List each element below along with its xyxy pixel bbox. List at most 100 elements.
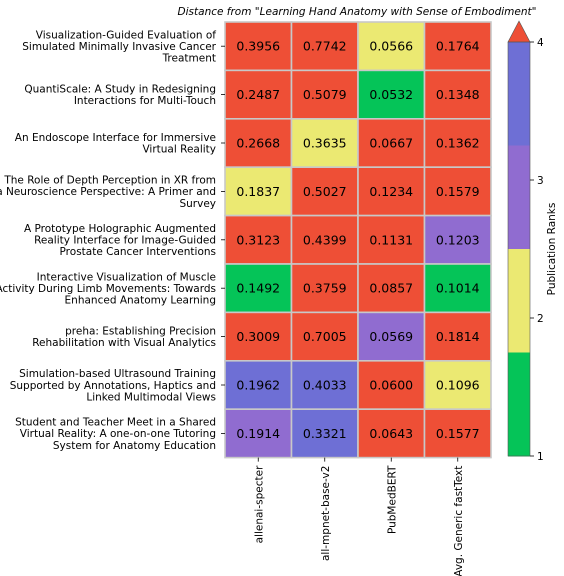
colorbar-tick-label: 1 (537, 451, 544, 463)
cell-value-label: 0.0667 (369, 136, 413, 151)
heatmap-cell (290, 69, 359, 120)
row-label-line: Supported by Annotations, Haptics and (10, 380, 216, 392)
row-label-line: A Prototype Holographic Augmented (24, 223, 216, 235)
row-label: Simulation-based Ultrasound Training Supp… (10, 368, 216, 403)
heatmap-cell (357, 359, 426, 410)
column-label: allenai-specter (253, 465, 265, 543)
heatmap-cell (423, 311, 492, 362)
colorbar-segment (508, 42, 530, 146)
heatmap-cell (357, 311, 426, 362)
row-label-line: Linked Multimodal Views (86, 391, 216, 403)
row-label-line: Interactive Visualization of Muscle (37, 271, 216, 283)
colorbar-segment (508, 352, 530, 457)
row-label-line: preha: Establishing Precision (65, 326, 216, 338)
cell-value-label: 0.1234 (369, 184, 413, 199)
row-label-line: The Role of Depth Perception in XR from (3, 175, 216, 187)
row-label: QuantiScale: A Study in Redesigning Inter… (24, 84, 216, 108)
row-label-line: Survey (179, 198, 216, 210)
cell-value-label: 0.1131 (369, 232, 413, 247)
colorbar-segment (508, 145, 530, 250)
heatmap-cell (423, 21, 492, 72)
cell-value-label: 0.4399 (303, 232, 347, 247)
cell-value-label: 0.3123 (236, 232, 280, 247)
cell-value-label: 0.1764 (436, 39, 480, 54)
colorbar-outline (507, 41, 531, 457)
cell-value-label: 0.3321 (303, 426, 347, 441)
cell-value-label: 0.0643 (369, 426, 413, 441)
cell-value-label: 0.1203 (436, 232, 480, 247)
cell-value-label: 0.7742 (303, 39, 347, 54)
row-label-line: a Neuroscience Perspective: A Primer and (0, 186, 216, 198)
row-label: Student and Teacher Meet in a Shared Virt… (15, 417, 216, 452)
row-label-line: Virtual Reality (142, 144, 216, 156)
row-label-line: Visualization-Guided Evaluation of (36, 29, 216, 41)
cell-value-label: 0.1014 (436, 281, 480, 296)
heatmap-cell (290, 21, 359, 72)
cell-value-label: 0.4033 (303, 378, 347, 393)
heatmap-cell (423, 214, 492, 265)
heatmap-cell (423, 263, 492, 314)
cell-value-label: 0.3009 (236, 329, 280, 344)
row-label-line: Rehabilitation with Visual Analytics (32, 337, 216, 349)
colorbar: 1 2 3 4 Publication Ranks (507, 20, 558, 463)
row-label-line: Prostate Cancer Interventions (60, 246, 216, 258)
row-label: preha: Establishing Precision Rehabilitat… (32, 326, 216, 350)
cell-value-label: 0.3956 (236, 39, 280, 54)
cell-value-label: 0.0566 (369, 39, 413, 54)
cell-value-label: 0.0857 (369, 281, 413, 296)
cell-value-label: 0.1837 (236, 184, 280, 199)
row-label-line: Treatment (162, 53, 216, 65)
cell-value-label: 0.1914 (236, 426, 280, 441)
chart-title: Distance from "Learning Hand Anatomy wit… (178, 6, 537, 18)
row-label-line: Enhanced Anatomy Learning (65, 295, 216, 307)
heatmap-cell (423, 166, 492, 217)
cell-value-label: 0.5027 (303, 184, 347, 199)
row-label-line: Simulated Minimally Invasive Cancer (22, 41, 216, 53)
colorbar-extension (507, 20, 531, 43)
colorbar-tick-label: 2 (537, 313, 544, 325)
colorbar-label: Publication Ranks (546, 203, 558, 296)
cell-value-label: 0.5079 (303, 87, 347, 102)
row-label-line: Activity During Limb Movements: Towards (0, 283, 216, 295)
cell-value-label: 0.1962 (236, 378, 280, 393)
colorbar-tick-label: 4 (537, 37, 544, 49)
heatmap-cell (423, 69, 492, 120)
cell-value-label: 0.0569 (369, 329, 413, 344)
heatmap-cell (357, 214, 426, 265)
colorbar-tick-label: 3 (537, 175, 544, 187)
row-label-line: Virtual Reality: A one-on-one Tutoring (20, 428, 216, 440)
heatmap-cell (290, 214, 359, 265)
column-label: all-mpnet-base-v2 (320, 466, 332, 561)
row-label-line: System for Anatomy Education (53, 440, 216, 452)
row-label: Visualization-Guided Evaluation of Simula… (22, 29, 216, 64)
row-label: An Endoscope Interface for Immersive Virt… (15, 132, 216, 156)
cell-value-label: 0.7005 (303, 329, 347, 344)
cell-value-label: 0.2487 (236, 87, 280, 102)
row-label-line: Interactions for Multi-Touch (74, 95, 216, 107)
cell-value-label: 0.1492 (236, 281, 280, 296)
heatmap-cell (357, 263, 426, 314)
heatmap-cells: 0.3956 0.7742 0.0566 0.1764 0.2487 0.5079 0.05… (224, 21, 492, 459)
column-label: PubMedBERT (386, 465, 398, 534)
cell-value-label: 0.1096 (436, 378, 480, 393)
cell-value-label: 0.3759 (303, 281, 347, 296)
row-label: The Role of Depth Perception in XR from a… (0, 175, 216, 210)
row-label-line: Student and Teacher Meet in a Shared (15, 417, 216, 429)
row-label-line: QuantiScale: A Study in Redesigning (24, 84, 216, 96)
row-label-line: An Endoscope Interface for Immersive (15, 132, 216, 144)
cell-value-label: 0.0532 (369, 87, 413, 102)
heatmap-cell (224, 359, 293, 410)
cell-value-label: 0.3635 (303, 136, 347, 151)
column-label: Avg. Generic fastText (453, 466, 465, 576)
heatmap-cell (290, 166, 359, 217)
row-label-line: Reality Interface for Image-Guided (34, 235, 216, 247)
heatmap-cell (423, 118, 492, 169)
cell-value-label: 0.1577 (436, 426, 480, 441)
colorbar-segment (508, 249, 530, 353)
heatmap-cell (423, 408, 492, 459)
row-labels: Visualization-Guided Evaluation of Simula… (0, 29, 225, 452)
row-label: Interactive Visualization of Muscle Activ… (0, 271, 216, 306)
cell-value-label: 0.1348 (436, 87, 480, 102)
cell-value-label: 0.0600 (369, 378, 413, 393)
cell-value-label: 0.1814 (436, 329, 480, 344)
